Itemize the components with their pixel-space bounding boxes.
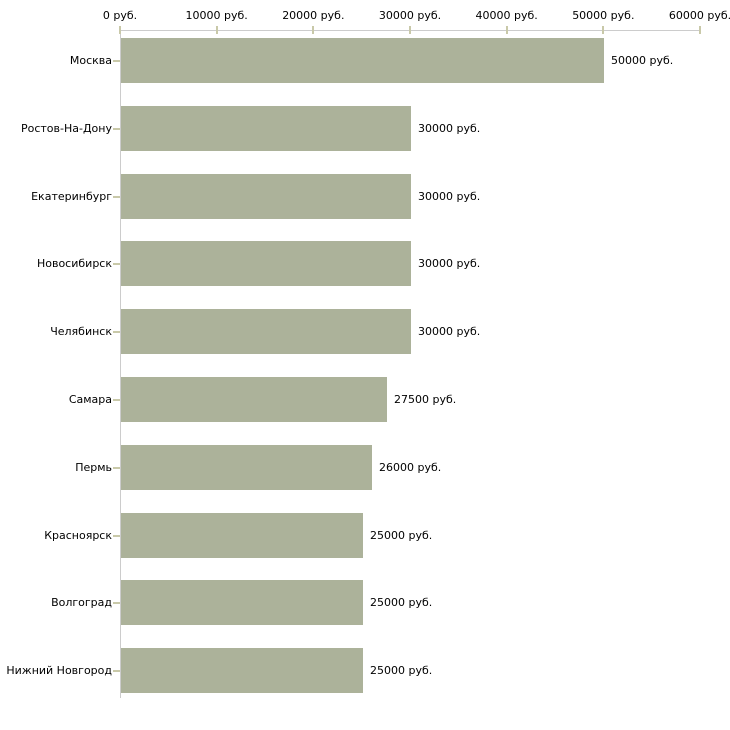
x-axis-tick-mark (215, 26, 218, 34)
category-label: Самара (68, 392, 112, 406)
x-axis-tick-label: 10000 руб. (185, 9, 248, 22)
category-label: Екатеринбург (31, 189, 112, 203)
y-axis-tick-mark (113, 127, 120, 130)
x-axis-tick-label: 30000 руб. (378, 9, 442, 22)
x-axis-tick-label: 60000 руб. (668, 9, 730, 22)
x-axis-tick-label: 50000 руб. (572, 9, 635, 22)
category-label: Нижний Новгород (6, 663, 112, 677)
bar (121, 38, 604, 83)
category-label: Ростов-На-Дону (20, 121, 112, 135)
bar (121, 580, 363, 625)
y-axis-tick-mark (113, 534, 120, 537)
x-axis-tick-mark (409, 26, 411, 34)
x-axis-tick-mark (602, 26, 605, 34)
y-axis-line (120, 30, 121, 698)
category-label: Волгоград (51, 595, 112, 609)
value-label: 30000 руб. (418, 256, 481, 270)
y-axis-tick-mark (113, 262, 120, 265)
y-axis-tick-mark (113, 195, 120, 198)
bar (121, 174, 411, 219)
value-label: 27500 руб. (394, 392, 457, 406)
bar (121, 377, 387, 422)
y-axis-tick-mark (113, 398, 120, 401)
x-axis-tick-mark (119, 26, 121, 34)
y-axis-tick-mark (113, 669, 120, 672)
category-label: Челябинск (50, 324, 112, 338)
x-axis-tick-label: 40000 руб. (475, 9, 538, 22)
bar (121, 513, 363, 558)
value-label: 25000 руб. (370, 595, 433, 609)
value-label: 30000 руб. (418, 324, 481, 338)
value-label: 25000 руб. (370, 663, 433, 677)
y-axis-tick-mark (113, 466, 120, 469)
category-label: Красноярск (44, 528, 112, 542)
category-label: Пермь (75, 460, 112, 474)
bar (121, 648, 363, 693)
x-axis-tick-label: 0 руб. (102, 9, 138, 22)
value-label: 25000 руб. (370, 528, 433, 542)
category-label: Москва (69, 53, 112, 67)
y-axis-tick-mark (113, 601, 120, 604)
value-label: 26000 руб. (379, 460, 442, 474)
y-axis-tick-mark (113, 330, 120, 333)
x-axis-tick-mark (312, 26, 315, 34)
x-axis-tick-mark (505, 26, 508, 34)
bar (121, 106, 411, 151)
y-axis-tick-mark (113, 59, 120, 62)
value-label: 30000 руб. (418, 189, 481, 203)
bar (121, 309, 411, 354)
value-label: 30000 руб. (418, 121, 481, 135)
bar (121, 445, 372, 490)
category-label: Новосибирск (36, 256, 112, 270)
value-label: 50000 руб. (611, 53, 674, 67)
x-axis-tick-label: 20000 руб. (282, 9, 345, 22)
bar (121, 241, 411, 286)
x-axis-tick-mark (699, 26, 701, 34)
